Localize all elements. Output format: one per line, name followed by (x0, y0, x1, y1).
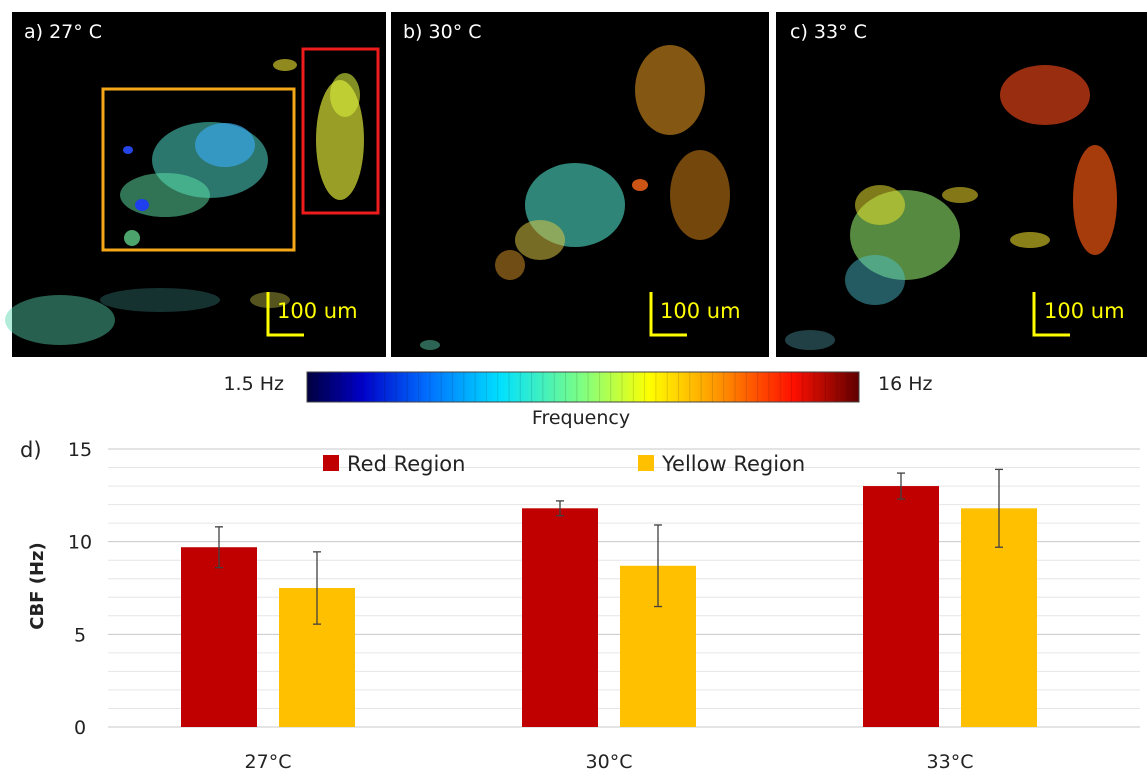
panel-a: a) 27° C 100 um (5, 12, 386, 357)
x-tick-labels: 27°C 30°C 33°C (245, 751, 974, 773)
panel-a-scale-label: 100 um (277, 299, 358, 323)
chart-panel-label: d) (20, 438, 42, 462)
error-bar (654, 524, 662, 608)
colorbar-ticks (307, 372, 859, 402)
error-bar (313, 551, 321, 625)
panel-b-scale-bar (649, 292, 687, 337)
colorbar-max-label: 16 Hz (878, 373, 933, 395)
colorbar-min-label: 1.5 Hz (223, 373, 284, 395)
panel-c: c) 33° C 100 um (776, 12, 1147, 357)
panel-c-scale-bar (1032, 292, 1070, 337)
legend-label: Yellow Region (661, 452, 805, 476)
x-tick-label: 30°C (586, 751, 633, 773)
error-bar (556, 500, 564, 517)
colorbar-title: Frequency (532, 407, 630, 429)
panel-a-cell-clusters (5, 59, 364, 345)
bar-red-region-2 (863, 486, 939, 727)
panel-c-label: c) 33° C (790, 21, 867, 43)
panel-a-scale-bar (266, 292, 304, 337)
y-tick-label: 5 (74, 624, 86, 646)
x-tick-label: 33°C (927, 751, 974, 773)
colorbar: 1.5 Hz 16 Hz Frequency (223, 371, 933, 429)
legend-swatch (638, 455, 654, 471)
y-tick-label: 0 (74, 717, 86, 739)
error-bars (215, 468, 1003, 625)
error-bar (995, 468, 1003, 548)
red-region-box (301, 47, 380, 215)
x-tick-label: 27°C (245, 751, 292, 773)
panel-b: b) 30° C 100 um (391, 12, 769, 357)
panel-c-scale-label: 100 um (1044, 299, 1125, 323)
error-bar (215, 526, 223, 569)
bar-red-region-0 (181, 547, 257, 727)
panel-b-scale-label: 100 um (660, 299, 741, 323)
panel-a-label: a) 27° C (24, 21, 102, 43)
y-tick-label: 10 (68, 532, 92, 554)
legend-swatch (323, 455, 339, 471)
y-axis-label: CBF (Hz) (27, 542, 48, 630)
panel-b-cell-clusters (420, 45, 730, 350)
panel-c-cell-clusters (785, 65, 1117, 350)
bar-red-region-1 (522, 508, 598, 727)
yellow-region-box (101, 87, 296, 252)
error-bar (897, 472, 905, 500)
y-tick-label: 15 (68, 439, 92, 461)
chart-legend: Red Region Yellow Region (323, 452, 805, 476)
y-tick-labels: 0 5 10 15 (68, 439, 92, 739)
legend-label: Red Region (347, 452, 465, 476)
panel-b-label: b) 30° C (403, 21, 482, 43)
bars (181, 486, 1037, 727)
bar-chart: d) 0 5 10 15 CBF (Hz) 27°C 30°C 33°C Red Regi… (20, 438, 1140, 773)
